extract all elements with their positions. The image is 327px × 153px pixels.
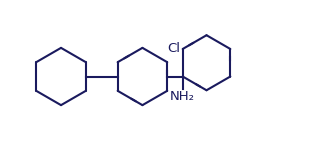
Text: NH₂: NH₂: [170, 90, 195, 103]
Text: Cl: Cl: [167, 42, 181, 55]
